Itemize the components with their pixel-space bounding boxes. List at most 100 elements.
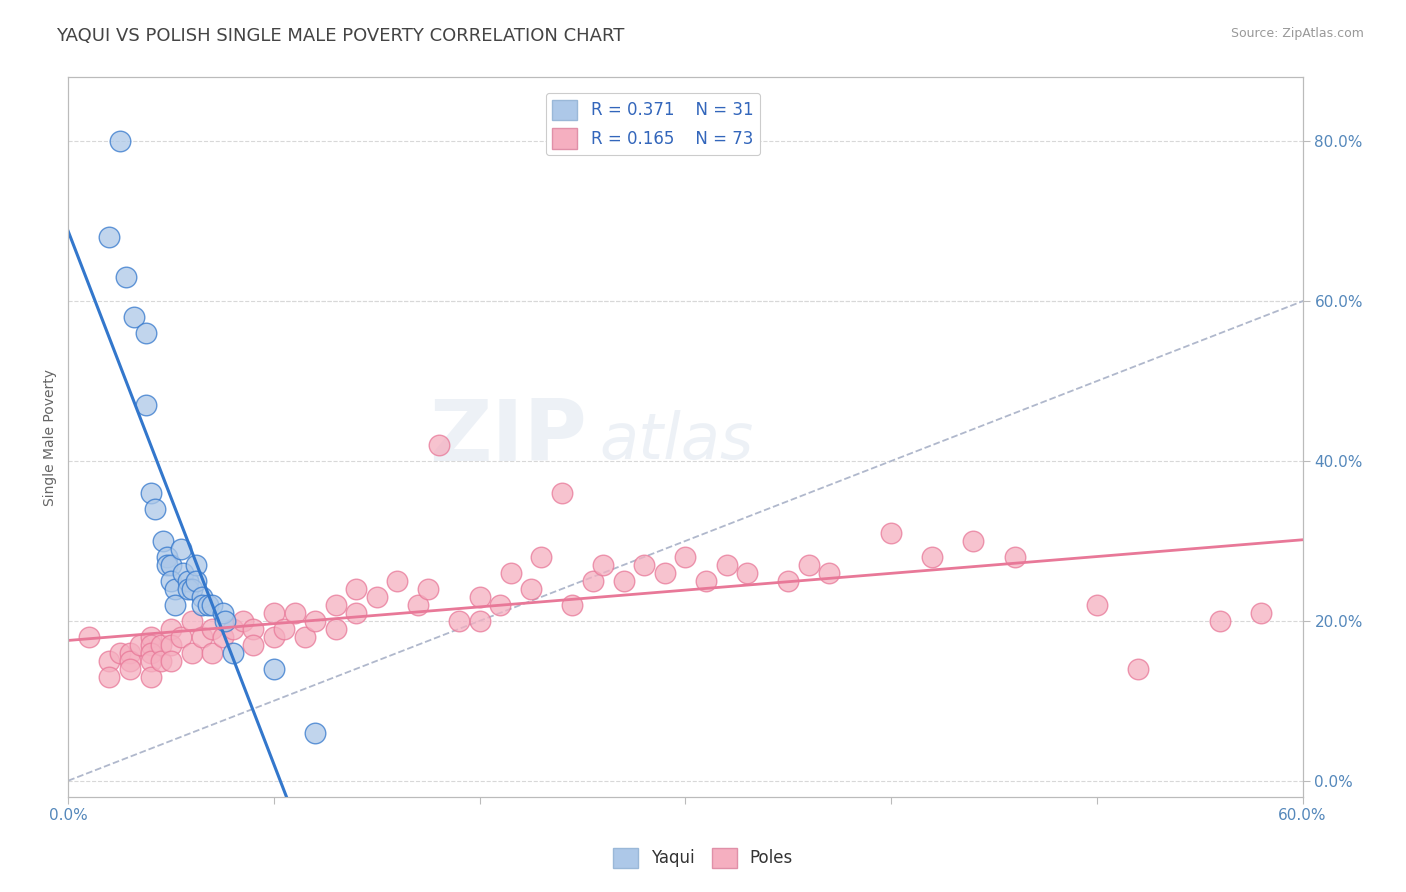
Point <box>139 486 162 500</box>
Point <box>197 598 219 612</box>
Point <box>582 574 605 588</box>
Point <box>184 574 207 588</box>
Point <box>156 549 179 564</box>
Text: YAQUI VS POLISH SINGLE MALE POVERTY CORRELATION CHART: YAQUI VS POLISH SINGLE MALE POVERTY CORR… <box>56 27 624 45</box>
Point <box>797 558 820 572</box>
Point <box>222 622 245 636</box>
Point <box>180 582 202 596</box>
Point <box>962 533 984 548</box>
Point <box>98 654 121 668</box>
Point <box>1004 549 1026 564</box>
Point <box>344 582 367 596</box>
Point <box>592 558 614 572</box>
Point <box>344 606 367 620</box>
Point <box>325 598 347 612</box>
Point <box>108 134 131 148</box>
Point <box>165 582 187 596</box>
Point <box>561 598 583 612</box>
Point <box>818 566 841 580</box>
Point <box>211 606 233 620</box>
Point <box>1209 614 1232 628</box>
Point <box>191 630 214 644</box>
Point <box>191 598 214 612</box>
Point <box>778 574 800 588</box>
Point <box>135 398 157 412</box>
Point <box>1126 662 1149 676</box>
Point <box>149 638 172 652</box>
Point <box>489 598 512 612</box>
Legend: Yaqui, Poles: Yaqui, Poles <box>606 841 800 875</box>
Point <box>263 662 285 676</box>
Text: atlas: atlas <box>599 409 754 472</box>
Point <box>633 558 655 572</box>
Point <box>160 574 183 588</box>
Point <box>201 646 224 660</box>
Point <box>654 566 676 580</box>
Point <box>98 230 121 244</box>
Point <box>191 590 214 604</box>
Point <box>160 638 183 652</box>
Point <box>273 622 295 636</box>
Point <box>139 646 162 660</box>
Point <box>1085 598 1108 612</box>
Point <box>149 654 172 668</box>
Point <box>176 574 198 588</box>
Point <box>129 638 152 652</box>
Point <box>263 630 285 644</box>
Point <box>139 638 162 652</box>
Point <box>427 438 450 452</box>
Point <box>180 614 202 628</box>
Point <box>160 654 183 668</box>
Point <box>468 590 491 604</box>
Point <box>98 670 121 684</box>
Point <box>242 638 264 652</box>
Point <box>170 541 193 556</box>
Y-axis label: Single Male Poverty: Single Male Poverty <box>44 368 58 506</box>
Point <box>530 549 553 564</box>
Point <box>170 630 193 644</box>
Point <box>499 566 522 580</box>
Point <box>222 646 245 660</box>
Text: Source: ZipAtlas.com: Source: ZipAtlas.com <box>1230 27 1364 40</box>
Point <box>242 622 264 636</box>
Point <box>152 533 174 548</box>
Point <box>214 614 236 628</box>
Point <box>880 525 903 540</box>
Point <box>165 598 187 612</box>
Point <box>139 630 162 644</box>
Legend: R = 0.371    N = 31, R = 0.165    N = 73: R = 0.371 N = 31, R = 0.165 N = 73 <box>546 93 759 155</box>
Point <box>160 558 183 572</box>
Point <box>325 622 347 636</box>
Point <box>139 654 162 668</box>
Text: ZIP: ZIP <box>429 395 586 478</box>
Point <box>118 646 141 660</box>
Point <box>135 326 157 341</box>
Point <box>613 574 636 588</box>
Point <box>468 614 491 628</box>
Point <box>1250 606 1272 620</box>
Point <box>232 614 254 628</box>
Point <box>176 582 198 596</box>
Point <box>735 566 758 580</box>
Point <box>160 622 183 636</box>
Point <box>118 654 141 668</box>
Point <box>108 646 131 660</box>
Point <box>695 574 717 588</box>
Point <box>304 725 326 739</box>
Point <box>418 582 440 596</box>
Point <box>406 598 429 612</box>
Point <box>283 606 305 620</box>
Point <box>122 310 145 325</box>
Point <box>211 630 233 644</box>
Point <box>366 590 388 604</box>
Point <box>180 646 202 660</box>
Point <box>921 549 943 564</box>
Point <box>77 630 100 644</box>
Point <box>172 566 194 580</box>
Point <box>294 630 316 644</box>
Point <box>156 558 179 572</box>
Point <box>449 614 471 628</box>
Point <box>184 558 207 572</box>
Point <box>143 502 166 516</box>
Point <box>673 549 696 564</box>
